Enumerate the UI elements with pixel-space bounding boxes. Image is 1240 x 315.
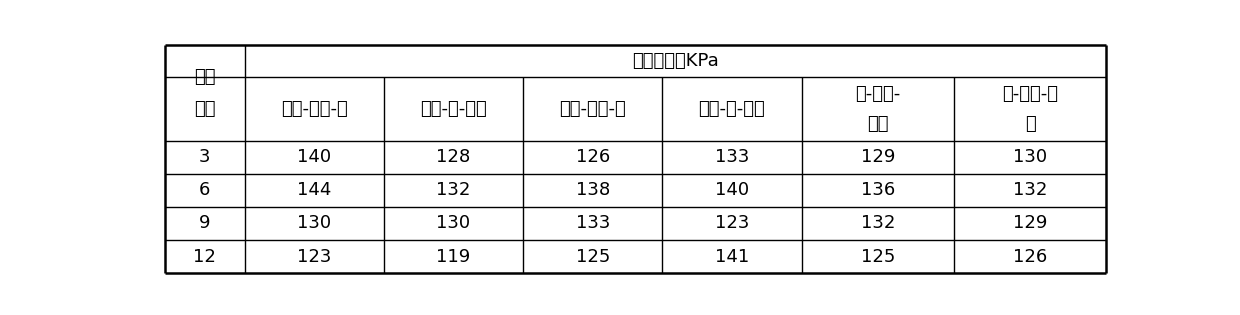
- Text: 132: 132: [861, 215, 895, 232]
- Text: 光-温热-浸
渍: 光-温热-浸 渍: [1002, 85, 1058, 133]
- Text: 136: 136: [861, 181, 895, 199]
- Text: 138: 138: [575, 181, 610, 199]
- Text: 3: 3: [198, 148, 211, 166]
- Text: 温热-光-浸渍: 温热-光-浸渍: [420, 100, 487, 118]
- Text: 144: 144: [298, 181, 331, 199]
- Text: 132: 132: [1013, 181, 1048, 199]
- Text: 133: 133: [714, 148, 749, 166]
- Text: 123: 123: [714, 215, 749, 232]
- Text: 130: 130: [298, 215, 331, 232]
- Text: 浸渍-光-温热: 浸渍-光-温热: [698, 100, 765, 118]
- Text: 周期
序号: 周期 序号: [193, 68, 216, 118]
- Text: 123: 123: [298, 248, 331, 266]
- Text: 6: 6: [198, 181, 211, 199]
- Text: 126: 126: [1013, 248, 1048, 266]
- Text: 126: 126: [575, 148, 610, 166]
- Text: 128: 128: [436, 148, 470, 166]
- Text: 125: 125: [575, 248, 610, 266]
- Text: 133: 133: [575, 215, 610, 232]
- Text: 剂离强度，KPa: 剂离强度，KPa: [632, 52, 719, 70]
- Text: 12: 12: [193, 248, 216, 266]
- Text: 浸渍-温热-光: 浸渍-温热-光: [559, 100, 626, 118]
- Text: 光-浸渍-
温热: 光-浸渍- 温热: [856, 85, 900, 133]
- Text: 140: 140: [298, 148, 331, 166]
- Text: 125: 125: [861, 248, 895, 266]
- Text: 132: 132: [436, 181, 471, 199]
- Text: 129: 129: [861, 148, 895, 166]
- Text: 温热-浸渍-光: 温热-浸渍-光: [280, 100, 347, 118]
- Text: 130: 130: [436, 215, 470, 232]
- Text: 119: 119: [436, 248, 470, 266]
- Text: 129: 129: [1013, 215, 1048, 232]
- Text: 130: 130: [1013, 148, 1048, 166]
- Text: 140: 140: [715, 181, 749, 199]
- Text: 141: 141: [714, 248, 749, 266]
- Text: 9: 9: [198, 215, 211, 232]
